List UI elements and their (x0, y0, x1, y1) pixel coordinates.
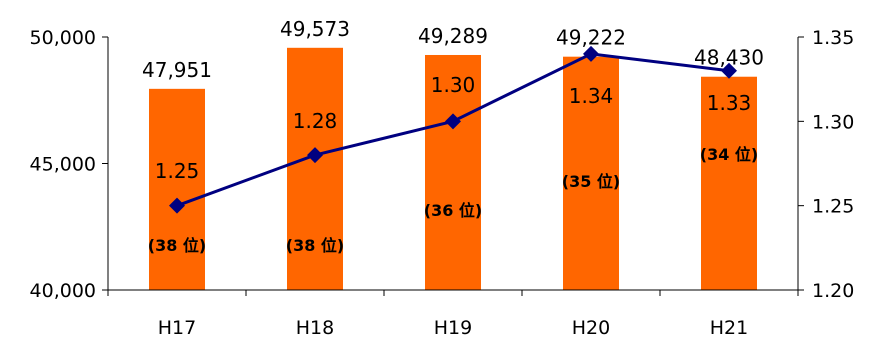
rank-label: (35 位) (562, 172, 620, 191)
right-tick-label: 1.25 (812, 196, 854, 218)
bar-H19 (425, 54, 481, 291)
line-group (169, 45, 737, 214)
rate-value-label: 1.30 (431, 73, 476, 97)
labels-group: 47,951 49,573 49,289 49,222 48,430 1.25 1.28 1.… (142, 17, 764, 255)
rate-marker-H17 (169, 197, 185, 214)
bar-value-label: 47,951 (142, 58, 212, 82)
right-tick-label: 1.30 (812, 111, 854, 133)
right-tick-label: 1.20 (812, 280, 854, 302)
axes-group (102, 36, 804, 296)
bar-value-label: 48,430 (694, 46, 764, 70)
left-tick-label: 45,000 (30, 154, 96, 176)
category-label-H17: H17 (158, 317, 196, 338)
category-label-H19: H19 (434, 317, 472, 338)
category-label-H21: H21 (710, 317, 748, 338)
rank-label: (38 位) (148, 236, 206, 255)
bar-value-label: 49,222 (556, 26, 626, 50)
left-tick-label: 40,000 (30, 280, 96, 302)
rate-marker-H18 (307, 147, 323, 164)
bar-value-label: 49,289 (418, 24, 488, 48)
bar-value-label: 49,573 (280, 17, 350, 41)
rate-marker-H19 (445, 113, 461, 130)
bar-H18 (287, 47, 343, 290)
rate-value-label: 1.25 (155, 159, 200, 183)
category-label-H18: H18 (296, 317, 334, 338)
rank-label: (38 位) (286, 236, 344, 255)
rate-value-label: 1.34 (569, 84, 614, 108)
bar-H20 (563, 56, 619, 291)
ticks-group: 40,000 45,000 50,000 1.20 1.25 1.30 1.35 H17 H18… (30, 27, 855, 338)
rate-value-label: 1.33 (707, 91, 752, 115)
rank-label: (36 位) (424, 201, 482, 220)
rank-label: (34 位) (700, 145, 758, 164)
left-tick-label: 50,000 (30, 27, 96, 49)
rate-value-label: 1.28 (293, 109, 338, 133)
category-label-H20: H20 (572, 317, 610, 338)
bars-group (149, 47, 757, 291)
right-tick-label: 1.35 (812, 27, 854, 49)
rate-marker-H20 (583, 45, 599, 62)
rate-marker-H21 (721, 62, 737, 79)
bar-H17 (149, 88, 205, 291)
bar-H21 (701, 76, 757, 290)
